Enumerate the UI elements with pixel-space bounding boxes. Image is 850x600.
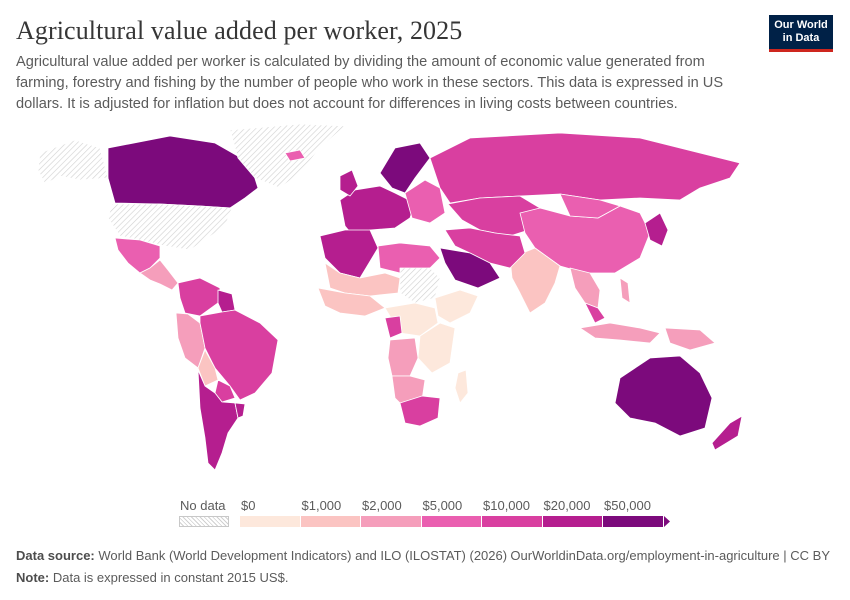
region-gabon-congo[interactable]: [384, 315, 403, 339]
region-uk-ireland[interactable]: [339, 169, 359, 197]
region-mongolia[interactable]: [559, 193, 621, 219]
legend-arrow-icon: [664, 516, 670, 527]
chart-title: Agricultural value added per worker, 202…: [16, 16, 463, 45]
legend-bin-label-0: $0: [241, 498, 256, 513]
region-malaysia[interactable]: [584, 302, 606, 324]
source-url[interactable]: OurWorldinData.org/employment-in-agricul…: [510, 548, 830, 563]
region-paraguay[interactable]: [214, 379, 236, 403]
region-usa[interactable]: [107, 203, 233, 251]
chart-subtitle: Agricultural value added per worker is c…: [16, 54, 724, 112]
region-japan-korea[interactable]: [644, 212, 669, 247]
region-australia[interactable]: [614, 355, 713, 437]
region-scandinavia[interactable]: [379, 142, 431, 194]
region-argentina-chile[interactable]: [197, 369, 239, 471]
region-saudi-arabia[interactable]: [439, 247, 501, 289]
region-sahel[interactable]: [324, 262, 401, 297]
region-new-zealand[interactable]: [711, 415, 743, 451]
region-west-africa[interactable]: [317, 287, 386, 317]
region-madagascar[interactable]: [454, 369, 469, 404]
region-india[interactable]: [509, 247, 561, 314]
region-iceland[interactable]: [284, 149, 306, 162]
region-canada[interactable]: [107, 135, 259, 209]
region-angola[interactable]: [387, 337, 419, 377]
region-uruguay[interactable]: [234, 402, 246, 419]
region-north-africa-west[interactable]: [319, 229, 379, 279]
note-line: Note: Data is expressed in constant 2015…: [16, 570, 288, 585]
legend-bin-3: [421, 516, 482, 527]
logo-line-2: in Data: [782, 32, 820, 44]
region-alaska[interactable]: [37, 139, 109, 185]
legend-bin-6: [603, 516, 664, 527]
source-line: Data source: World Bank (World Developme…: [16, 548, 507, 563]
legend-bin-0: [240, 516, 301, 527]
region-eastern-europe[interactable]: [404, 179, 446, 224]
legend-bin-label-4: $10,000: [483, 498, 530, 513]
legend-bin-1: [300, 516, 361, 527]
logo-line-1: Our World: [774, 19, 828, 31]
legend-bin-label-3: $5,000: [422, 498, 463, 513]
region-philippines[interactable]: [619, 277, 631, 304]
region-russia[interactable]: [429, 132, 741, 204]
legend-no-data-swatch: [179, 516, 229, 527]
region-sudan-nodata[interactable]: [399, 267, 441, 304]
owid-logo[interactable]: Our World in Data: [769, 15, 833, 52]
legend-bin-label-2: $2,000: [362, 498, 402, 513]
region-east-africa[interactable]: [417, 322, 456, 374]
legend-bin-4: [482, 516, 543, 527]
region-middle-east-iran[interactable]: [444, 227, 526, 269]
source-text[interactable]: World Bank (World Development Indicators…: [98, 548, 508, 563]
legend-bin-label-1: $1,000: [301, 498, 342, 513]
region-colombia-venezuela[interactable]: [177, 277, 221, 317]
region-brazil[interactable]: [199, 309, 279, 401]
legend-bin-2: [361, 516, 422, 527]
legend-bin-label-6: $50,000: [604, 498, 651, 513]
legend-bin-5: [542, 516, 603, 527]
region-north-africa-east[interactable]: [377, 242, 441, 274]
source-label: Data source:: [16, 548, 95, 563]
region-south-africa[interactable]: [399, 395, 441, 427]
region-southeast-asia[interactable]: [569, 267, 601, 309]
world-map[interactable]: [0, 118, 850, 488]
legend-no-data-label: No data: [180, 498, 226, 513]
region-indonesia[interactable]: [579, 322, 661, 344]
legend-bin-label-5: $20,000: [543, 498, 591, 513]
region-guyana-suriname[interactable]: [217, 289, 236, 313]
note-text: Data is expressed in constant 2015 US$.: [52, 570, 289, 585]
note-label: Note:: [16, 570, 50, 585]
region-horn-of-africa[interactable]: [434, 289, 479, 324]
region-new-guinea[interactable]: [664, 327, 716, 351]
